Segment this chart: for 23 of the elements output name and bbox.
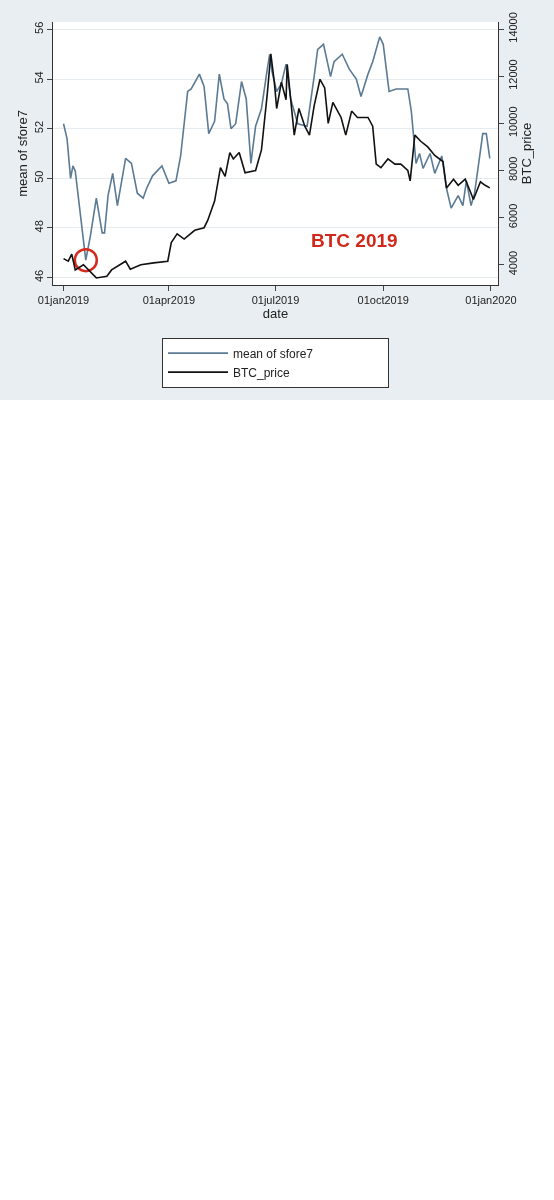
y-tick-label: 50 [32, 170, 45, 183]
legend-label: mean of sfore7 [233, 346, 314, 361]
annotation: BTC 2019 [311, 230, 398, 251]
y-tick-label: 46 [32, 269, 45, 283]
x-tick-label: 01oct2019 [357, 294, 409, 307]
y2-tick-label: 14000 [507, 12, 520, 43]
y-tick-label: 54 [32, 71, 45, 84]
x-axis-title: date [262, 306, 289, 322]
x-tick-label: 01jan2019 [37, 294, 90, 307]
y2-tick-label: 4000 [507, 250, 520, 276]
y-tick-label: 56 [32, 21, 45, 34]
x-tick-label: 01jan2020 [465, 294, 517, 307]
y-tick-label: 52 [32, 120, 45, 134]
y-tick-label: 48 [32, 220, 45, 233]
y2-tick-label: 6000 [507, 203, 520, 229]
y2-axis-title: BTC_price [519, 122, 535, 185]
x-tick-label: 01jul2019 [251, 294, 300, 307]
y2-tick-label: 8000 [507, 156, 520, 182]
y-axis-title: mean of sfore7 [14, 110, 30, 197]
y2-tick-label: 12000 [507, 59, 520, 90]
y2-tick-label: 10000 [507, 106, 520, 137]
x-tick-label: 01apr2019 [142, 294, 196, 307]
legend-label: BTC_price [233, 365, 291, 380]
